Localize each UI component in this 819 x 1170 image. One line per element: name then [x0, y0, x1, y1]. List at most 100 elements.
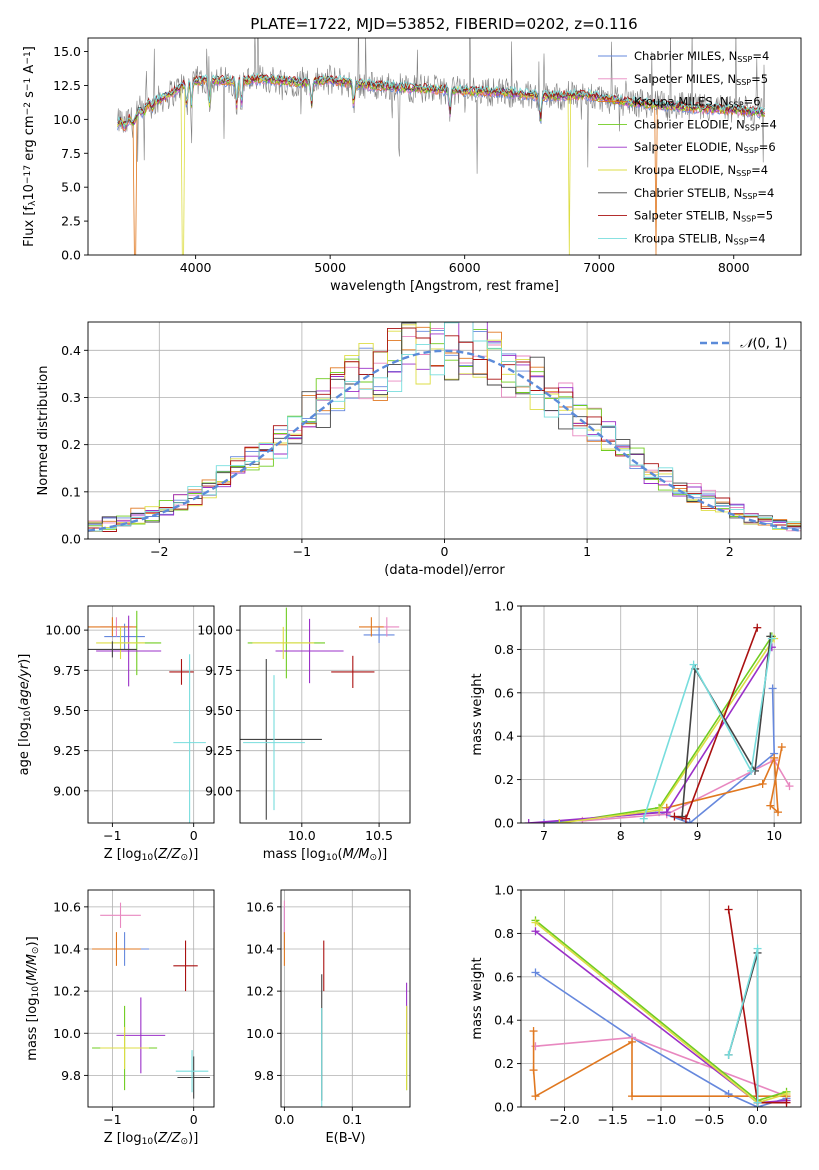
y-axis-label: age [log10(age/yr)]	[17, 654, 33, 776]
y-axis-label: mass [log10(M/M⊙)]	[25, 936, 41, 1060]
x-tick-label: −2	[150, 544, 168, 559]
mass-vs-ebv-plot-area	[281, 890, 410, 1107]
y-tick-label: 0.0	[61, 248, 81, 263]
legend-entry: Chabrier STELIB, NSSP=4	[634, 186, 774, 201]
y-tick-label: 0.2	[61, 437, 81, 452]
y-axis-label: Normed distribution	[36, 366, 51, 496]
y-axis-label: Flux [fλ10−17 erg cm−2 s−1 A−1]	[22, 46, 38, 247]
x-tick-label: 10.0	[288, 828, 316, 843]
x-axis-label: Z [log10(Z/Z⊙)]	[104, 1131, 199, 1147]
mass-vs-z-plot-area	[88, 890, 214, 1107]
x-tick-label: −1.0	[646, 1112, 676, 1127]
errorbar-point-6	[88, 641, 137, 658]
legend-entry: Chabrier ELODIE, NSSP=4	[634, 117, 777, 132]
y-tick-label: 10.0	[246, 1026, 274, 1041]
y-tick-label: 0.3	[61, 390, 81, 405]
weight-series-6	[724, 948, 762, 1107]
weight-vs-age-frame	[520, 605, 802, 824]
weight-vs-age-plot-area	[521, 606, 801, 823]
x-tick-label: 2	[726, 544, 734, 559]
legend-entry: Kroupa MILES, NSSP=6	[634, 95, 761, 110]
errorbar-point-8	[243, 675, 305, 811]
y-tick-label: 9.50	[53, 703, 81, 718]
y-tick-label: 10.0	[53, 1026, 81, 1041]
x-axis-label: (data-model)/error	[384, 563, 505, 578]
weight-series-4	[524, 643, 776, 823]
residual-histogram-8	[88, 322, 801, 539]
age-vs-mass-frame	[239, 605, 411, 824]
y-tick-label: 9.25	[53, 743, 81, 758]
x-tick-label: 8000	[718, 260, 750, 275]
x-tick-label: 10.5	[365, 828, 393, 843]
y-tick-label: 5.0	[61, 180, 81, 195]
x-axis-label: E(B-V)	[325, 1131, 365, 1146]
mass-vs-z-frame	[87, 889, 215, 1108]
y-axis-label: mass weight	[470, 673, 485, 755]
weight-vs-z-panel: −2.0 −1.5 −1.0 −0.5 0.0 0.0 0.2 0.4 0.6 0.8 1.0 mas…	[470, 883, 802, 1127]
weight-series-7	[670, 623, 762, 823]
y-tick-label: 0.8	[494, 926, 514, 941]
legend-entry: Salpeter MILES, NSSP=5	[634, 72, 768, 87]
mass-vs-ebv-frame	[280, 889, 411, 1108]
spectrum-frame	[87, 37, 802, 256]
errorbar-point-2	[92, 932, 141, 966]
y-tick-label: 0.0	[494, 1100, 514, 1115]
errorbar-point-8	[175, 1050, 209, 1093]
model-fit-line-2	[117, 76, 765, 255]
errorbar-point-6	[177, 1056, 210, 1099]
errorbar-point-0	[363, 626, 395, 643]
x-tick-label: 8	[617, 828, 625, 843]
legend-entry: 𝒩(0, 1)	[740, 337, 787, 352]
x-tick-label: −0.5	[694, 1112, 724, 1127]
errorbar-point-2	[88, 617, 137, 637]
y-tick-label: 0.1	[61, 484, 81, 499]
x-tick-label: 7000	[583, 260, 615, 275]
y-tick-label: 0.2	[494, 1056, 514, 1071]
errorbar-point-0	[104, 623, 145, 650]
weight-vs-z-plot-area	[521, 890, 801, 1107]
y-tick-label: 9.8	[254, 1068, 274, 1083]
figure-title: PLATE=1722, MJD=53852, FIBERID=0202, z=0…	[250, 15, 637, 33]
x-tick-label: 0.1	[342, 1112, 362, 1127]
model-fit-line-8	[117, 72, 766, 128]
y-tick-label: 10.6	[246, 899, 274, 914]
y-tick-label: 7.5	[61, 146, 81, 161]
x-tick-label: 10	[766, 828, 782, 843]
y-tick-label: 0.6	[494, 685, 514, 700]
y-tick-label: 0.0	[61, 532, 81, 547]
y-tick-label: 0.6	[494, 969, 514, 984]
normal-reference-curve	[88, 349, 801, 532]
y-tick-label: 9.00	[205, 783, 233, 798]
weight-series-3	[555, 632, 776, 823]
x-tick-label: −1	[103, 1112, 121, 1127]
residuals-legend: 𝒩(0, 1)	[700, 337, 787, 352]
x-tick-label: −2.0	[549, 1112, 579, 1127]
mass-vs-z-panel: −1 0 9.8 10.0 10.2 10.4 10.6 Z [log10(Z/Z⊙)] mas…	[25, 889, 215, 1147]
errorbar-point-5	[252, 626, 315, 660]
age-vs-z-panel: −1 0 9.00 9.25 9.50 9.75 10.00 Z [log10(Z/Z⊙)] a…	[17, 605, 215, 863]
weight-vs-age-panel: 7 8 9 10 0.0 0.2 0.4 0.6 0.8 1.0 mass weight	[470, 599, 802, 843]
errorbar-point-4	[96, 615, 162, 687]
y-tick-label: 0.2	[494, 772, 514, 787]
y-tick-label: 10.4	[246, 941, 274, 956]
y-tick-label: 10.2	[246, 984, 274, 999]
observed-spectrum-line	[117, 38, 765, 174]
age-vs-z-plot-area	[88, 606, 214, 823]
x-tick-label: −1	[293, 544, 311, 559]
y-tick-label: 0.4	[494, 729, 514, 744]
errorbar-point-5	[100, 1026, 149, 1070]
y-tick-label: 1.0	[494, 883, 514, 898]
x-tick-label: −1	[103, 828, 121, 843]
errorbar-point-1	[100, 902, 141, 928]
errorbar-point-2	[359, 617, 384, 637]
y-tick-label: 9.25	[205, 743, 233, 758]
y-tick-label: 9.8	[61, 1068, 81, 1083]
spectrum-legend: Chabrier MILES, NSSP=4 Salpeter MILES, NS…	[598, 49, 777, 246]
errorbar-point-8	[173, 654, 206, 823]
y-tick-label: 0.4	[61, 343, 81, 358]
legend-entry: Kroupa STELIB, NSSP=4	[634, 231, 766, 246]
residuals-plot-area	[88, 322, 801, 539]
residuals-panel: −2 −1 0 1 2 0.0 0.1 0.2 0.3 0.4 𝒩(0, 1) (data-model…	[36, 321, 802, 578]
spectrum-plot-area	[117, 38, 766, 255]
